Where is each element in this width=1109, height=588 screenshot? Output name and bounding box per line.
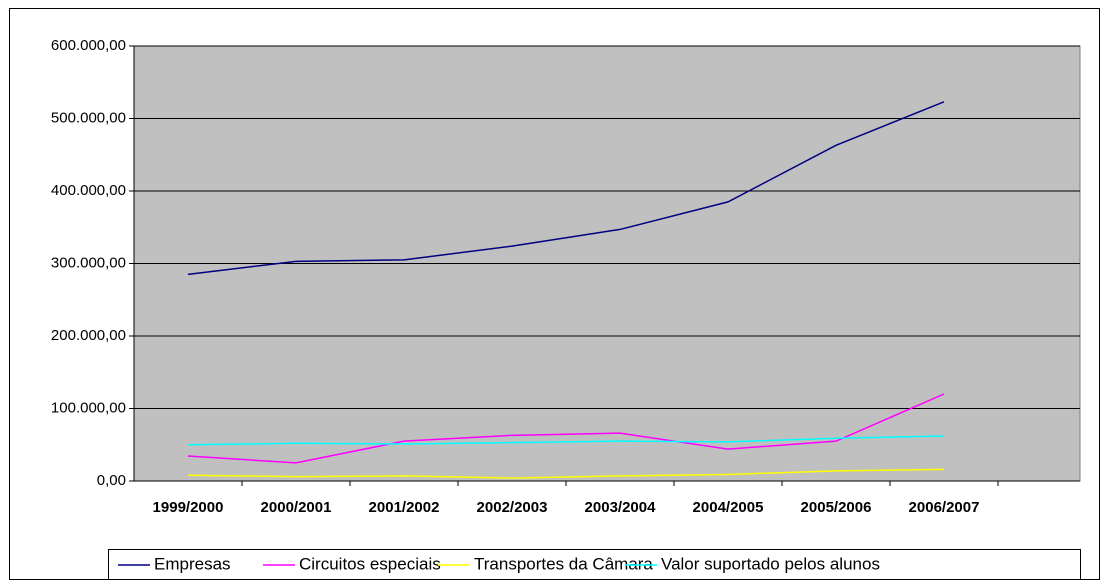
y-tick-label: 0,00 <box>97 472 126 489</box>
y-tick-label: 100.000,00 <box>51 399 126 416</box>
legend-label: Transportes da Câmara <box>474 554 653 573</box>
y-tick-label: 200.000,00 <box>51 327 126 344</box>
x-tick-label: 2006/2007 <box>909 499 980 516</box>
series-line <box>187 101 945 276</box>
y-tick-label: 400.000,00 <box>51 182 126 199</box>
x-tick-label: 2004/2005 <box>693 499 764 516</box>
x-tick-label: 2005/2006 <box>801 499 872 516</box>
legend-label: Circuitos especiais <box>299 554 441 573</box>
y-tick-label: 300.000,00 <box>51 254 126 271</box>
x-tick-label: 2003/2004 <box>585 499 657 516</box>
series-line <box>187 435 945 446</box>
x-tick-label: 1999/2000 <box>153 499 224 516</box>
x-tick-label: 2001/2002 <box>369 499 440 516</box>
x-tick-label: 2000/2001 <box>261 499 332 516</box>
series-line <box>187 468 945 479</box>
legend-label: Empresas <box>154 554 231 573</box>
legend-label: Valor suportado pelos alunos <box>661 554 880 573</box>
y-tick-label: 500.000,00 <box>51 109 126 126</box>
x-tick-label: 2002/2003 <box>477 499 548 516</box>
series-line <box>187 393 945 464</box>
y-tick-label: 600.000,00 <box>51 37 126 54</box>
